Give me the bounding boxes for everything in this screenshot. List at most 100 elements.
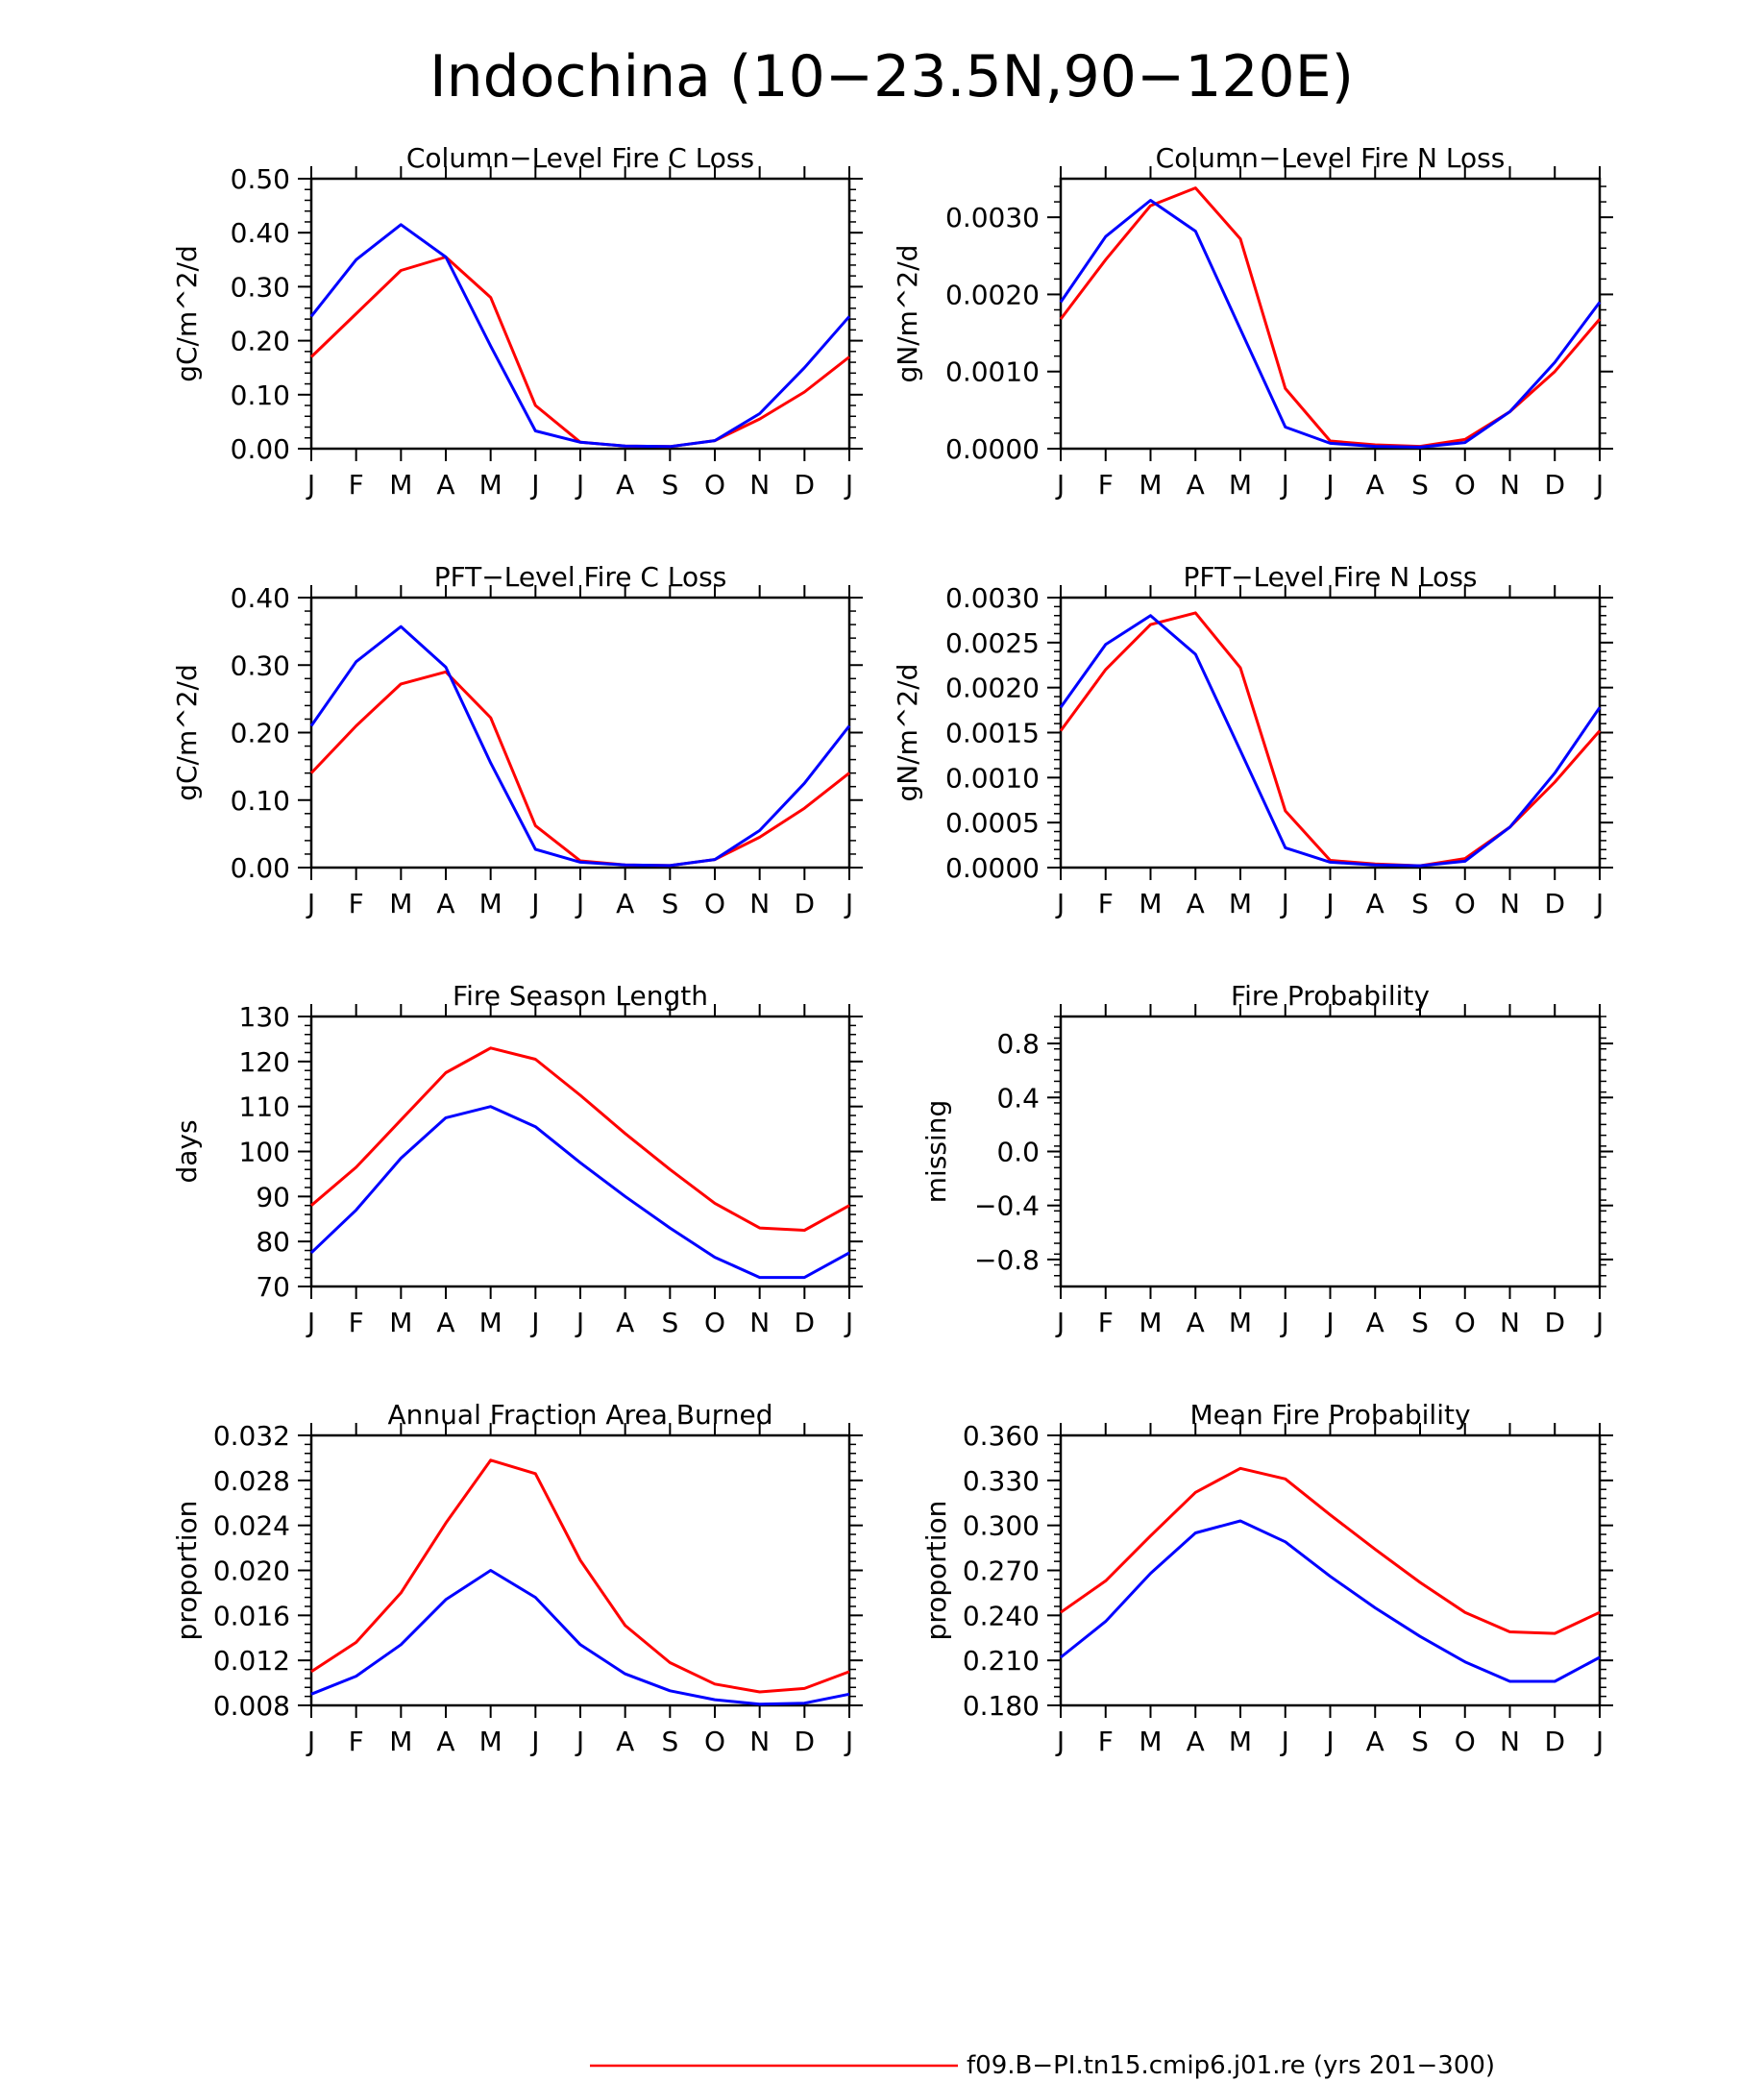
x-tick-label: A <box>436 1307 454 1338</box>
panels: J F M A M J J A S O N D J0.000.100.200.300.400.50Col… <box>171 142 1613 1757</box>
x-tick-label: S <box>1411 1726 1429 1757</box>
y-tick-label: 0.0030 <box>945 202 1040 233</box>
series-line-blue <box>1059 614 1602 868</box>
x-tick-label: J <box>306 1307 315 1338</box>
y-tick-label: 0.20 <box>231 718 290 749</box>
y-tick-label: 0.028 <box>213 1465 290 1497</box>
x-tick-label: N <box>1500 888 1520 919</box>
x-tick-label: S <box>1411 469 1429 501</box>
y-tick-label: 0.0010 <box>945 762 1040 794</box>
x-tick-label: S <box>661 1307 678 1338</box>
series-line-blue <box>1059 199 1602 449</box>
chart-panel-column-fire-c-loss: J F M A M J J A S O N D J0.000.100.200.300.400.50Col… <box>171 142 863 501</box>
figure-title: Indochina (10−23.5N,90−120E) <box>429 43 1354 110</box>
x-tick-label: O <box>1455 469 1476 501</box>
y-tick-label: 0.012 <box>213 1645 290 1677</box>
x-tick-label: J <box>306 1726 315 1757</box>
x-tick-label: J <box>1594 888 1604 919</box>
series-line-blue <box>309 1105 850 1280</box>
y-tick-label: 80 <box>256 1226 290 1258</box>
x-tick-label: D <box>795 1726 816 1757</box>
x-tick-label: M <box>1139 1307 1162 1338</box>
x-tick-label: N <box>1500 469 1520 501</box>
series-line-blue <box>1060 1519 1601 1683</box>
y-tick-label: 0.024 <box>213 1510 290 1542</box>
x-tick-label: A <box>1187 469 1205 501</box>
y-tick-label: 0.270 <box>963 1555 1040 1587</box>
x-tick-label: A <box>436 469 454 501</box>
x-tick-label: O <box>704 469 725 501</box>
x-tick-label: A <box>1366 1307 1384 1338</box>
y-axis-label: gN/m^2/d <box>892 664 923 802</box>
y-tick-label: 0.0020 <box>945 673 1040 704</box>
panel-title: Fire Season Length <box>453 980 708 1012</box>
x-tick-label: J <box>529 1726 539 1757</box>
y-tick-label: 0.180 <box>963 1690 1040 1722</box>
x-tick-label: J <box>844 1726 853 1757</box>
x-tick-label: J <box>844 888 853 919</box>
y-tick-label: 0.016 <box>213 1600 290 1631</box>
y-tick-label: 0.20 <box>231 326 290 357</box>
y-tick-label: 120 <box>239 1046 290 1078</box>
x-tick-label: A <box>616 1726 634 1757</box>
y-tick-label: 0.330 <box>963 1465 1040 1497</box>
x-tick-label: A <box>616 888 634 919</box>
x-tick-label: A <box>616 1307 634 1338</box>
y-tick-label: 90 <box>256 1181 290 1212</box>
y-tick-label: 0.0000 <box>945 852 1040 884</box>
y-axis-label: proportion <box>920 1501 952 1641</box>
x-tick-label: M <box>1139 1726 1162 1757</box>
x-tick-label: A <box>1187 1726 1205 1757</box>
x-tick-label: J <box>529 888 539 919</box>
x-tick-label: M <box>1229 1307 1252 1338</box>
x-tick-label: D <box>1544 469 1565 501</box>
x-tick-label: J <box>529 469 539 501</box>
x-tick-label: S <box>1411 1307 1429 1338</box>
x-tick-label: F <box>349 1726 364 1757</box>
y-tick-label: 0.0005 <box>945 807 1040 839</box>
x-tick-label: N <box>749 888 770 919</box>
x-tick-label: J <box>306 888 315 919</box>
x-tick-label: N <box>749 1726 770 1757</box>
x-tick-label: S <box>1411 888 1429 919</box>
x-tick-label: S <box>661 1726 678 1757</box>
x-tick-label: A <box>436 888 454 919</box>
x-tick-label: F <box>1098 888 1114 919</box>
x-tick-label: O <box>1455 888 1476 919</box>
y-tick-label: −0.8 <box>974 1244 1040 1276</box>
y-tick-label: 0.30 <box>231 649 290 681</box>
x-tick-label: D <box>1544 1307 1565 1338</box>
x-tick-label: M <box>1139 888 1162 919</box>
chart-panel-column-fire-n-loss: J F M A M J J A S O N D J0.00000.00100.00200.0030Col… <box>892 142 1613 501</box>
x-tick-label: M <box>479 1726 502 1757</box>
x-tick-label: M <box>479 1307 502 1338</box>
y-axis-label: days <box>171 1119 203 1183</box>
chart-panel-pft-fire-n-loss: J F M A M J J A S O N D J0.00000.00050.00100.00150.0… <box>892 561 1613 919</box>
x-tick-label: J <box>1324 1726 1334 1757</box>
x-tick-label: J <box>1280 888 1289 919</box>
y-tick-label: 0.10 <box>231 380 290 411</box>
series-line-red <box>310 1046 850 1232</box>
x-tick-label: A <box>1187 1307 1205 1338</box>
x-tick-label: M <box>389 469 412 501</box>
y-tick-label: 0.40 <box>231 582 290 614</box>
y-tick-label: 0.00 <box>231 433 290 465</box>
panel-title: Column−Level Fire C Loss <box>406 142 754 174</box>
legend: f09.B−PI.tn15.cmip6.j01.re (yrs 201−300) <box>590 2051 1495 2080</box>
x-tick-label: J <box>1280 1307 1289 1338</box>
x-tick-label: F <box>1098 469 1114 501</box>
x-tick-label: M <box>1229 469 1252 501</box>
y-tick-label: 0.210 <box>963 1645 1040 1677</box>
y-axis-label: missing <box>920 1100 952 1204</box>
x-tick-label: J <box>575 469 584 501</box>
x-tick-label: M <box>389 1307 412 1338</box>
y-tick-label: 0.40 <box>231 217 290 249</box>
x-tick-label: A <box>1187 888 1205 919</box>
panel-title: Annual Fraction Area Burned <box>388 1399 773 1431</box>
x-tick-label: J <box>529 1307 539 1338</box>
y-tick-label: 0.300 <box>963 1510 1040 1542</box>
y-tick-label: 0.032 <box>213 1420 290 1452</box>
x-tick-label: F <box>1098 1726 1114 1757</box>
